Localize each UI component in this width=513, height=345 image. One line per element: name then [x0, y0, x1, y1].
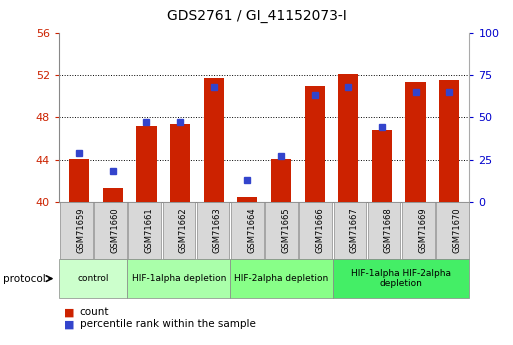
Text: HIF-1alpha depletion: HIF-1alpha depletion — [131, 274, 226, 283]
Bar — [338, 74, 359, 202]
Bar — [305, 86, 325, 202]
Text: GSM71667: GSM71667 — [350, 207, 359, 253]
Text: GSM71665: GSM71665 — [281, 207, 290, 253]
Text: protocol: protocol — [3, 274, 45, 284]
Text: GSM71669: GSM71669 — [418, 207, 427, 253]
Text: GSM71659: GSM71659 — [76, 208, 85, 253]
Bar — [136, 126, 156, 202]
Bar — [271, 158, 291, 202]
Text: GSM71666: GSM71666 — [315, 207, 325, 253]
Bar — [204, 78, 224, 202]
Text: GSM71668: GSM71668 — [384, 207, 393, 253]
Text: GSM71660: GSM71660 — [110, 207, 120, 253]
Bar — [69, 158, 89, 202]
Bar — [439, 80, 459, 202]
Text: HIF-1alpha HIF-2alpha
depletion: HIF-1alpha HIF-2alpha depletion — [351, 269, 451, 288]
Text: percentile rank within the sample: percentile rank within the sample — [80, 319, 255, 329]
Text: GSM71670: GSM71670 — [452, 207, 461, 253]
Text: ■: ■ — [64, 307, 74, 317]
Text: GSM71661: GSM71661 — [145, 207, 153, 253]
Bar — [103, 188, 123, 202]
Text: GDS2761 / GI_41152073-I: GDS2761 / GI_41152073-I — [167, 9, 346, 23]
Bar — [405, 82, 426, 202]
Text: HIF-2alpha depletion: HIF-2alpha depletion — [234, 274, 328, 283]
Bar — [170, 124, 190, 202]
Text: GSM71663: GSM71663 — [213, 207, 222, 253]
Text: GSM71664: GSM71664 — [247, 207, 256, 253]
Bar — [372, 130, 392, 202]
Bar — [238, 197, 258, 202]
Text: count: count — [80, 307, 109, 317]
Text: ■: ■ — [64, 319, 74, 329]
Text: control: control — [77, 274, 109, 283]
Text: GSM71662: GSM71662 — [179, 207, 188, 253]
